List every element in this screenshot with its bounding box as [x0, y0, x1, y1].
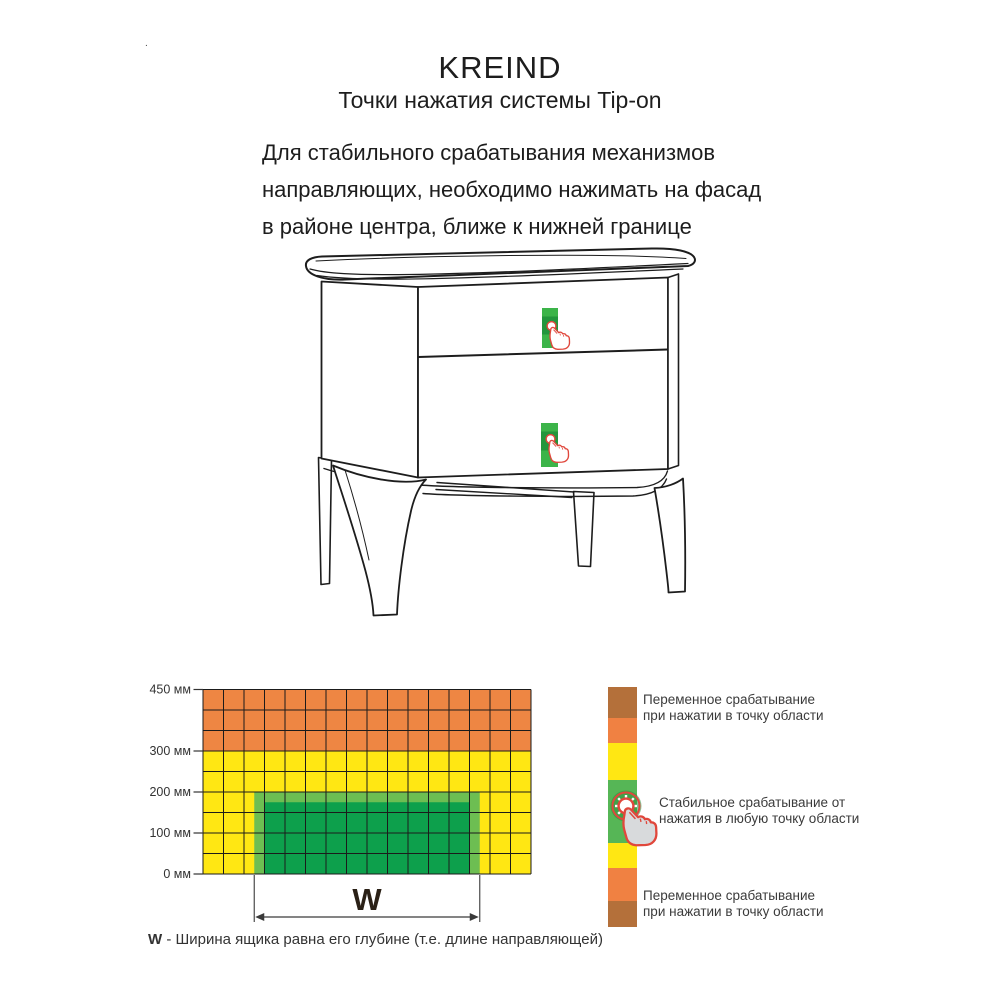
y-tick-label: 300 мм	[149, 744, 191, 758]
legend-bar-segment-variable-strong	[608, 687, 637, 718]
legend-bar-segment-variable	[608, 868, 637, 901]
y-tick-label: 200 мм	[149, 785, 191, 799]
stray-mark: .	[145, 38, 148, 49]
press-zone-chart: 450 мм 300 мм 200 мм 100 мм 0 мм W	[149, 683, 532, 922]
side-panel	[320, 280, 419, 479]
leg-front-left	[332, 464, 427, 617]
legend-item-stable: Стабильное срабатывание от нажатия в люб…	[659, 795, 860, 826]
page-title: Точки нажатия системы Tip-on	[338, 87, 662, 113]
intro-paragraph: Для стабильного срабатывания механизмов …	[262, 134, 762, 245]
legend-item-variable-bottom: Переменное срабатывание при нажатии в то…	[643, 888, 824, 919]
y-tick-label: 0 мм	[163, 867, 191, 881]
width-caption: W - Ширина ящика равна его глубине (т.е.…	[148, 931, 603, 948]
y-tick-label: 450 мм	[149, 683, 191, 697]
brand-title: KREIND	[438, 50, 562, 85]
y-tick-label: 100 мм	[149, 826, 191, 840]
leg-front-right	[653, 477, 687, 594]
w-symbol: W	[148, 931, 163, 948]
legend-bar-segment-edge	[608, 743, 637, 780]
legend-bar-segment-edge	[608, 843, 637, 868]
right-edge	[667, 273, 680, 470]
w-caption-text: - Ширина ящика равна его глубине (т.е. д…	[162, 931, 603, 948]
legend-item-variable-top: Переменное срабатывание при нажатии в то…	[643, 692, 824, 723]
intro-line: направляющих, необходимо нажимать на фас…	[262, 177, 762, 202]
intro-line: в районе центра, ближе к нижней границе	[262, 214, 692, 239]
width-marker-label: W	[352, 882, 382, 917]
drawer-divider	[417, 348, 669, 358]
press-point-top-drawer	[542, 308, 571, 351]
furniture-drawing	[304, 247, 696, 617]
top-board	[304, 247, 696, 281]
press-point-bottom-drawer	[541, 423, 570, 467]
leg-back-left	[317, 456, 333, 586]
leg-back-right	[572, 490, 595, 568]
legend-bar-segment-variable-strong	[608, 901, 637, 927]
touch-target-icon	[610, 790, 658, 847]
intro-line: Для стабильного срабатывания механизмов	[262, 140, 716, 165]
legend-bar-segment-variable	[608, 718, 637, 743]
